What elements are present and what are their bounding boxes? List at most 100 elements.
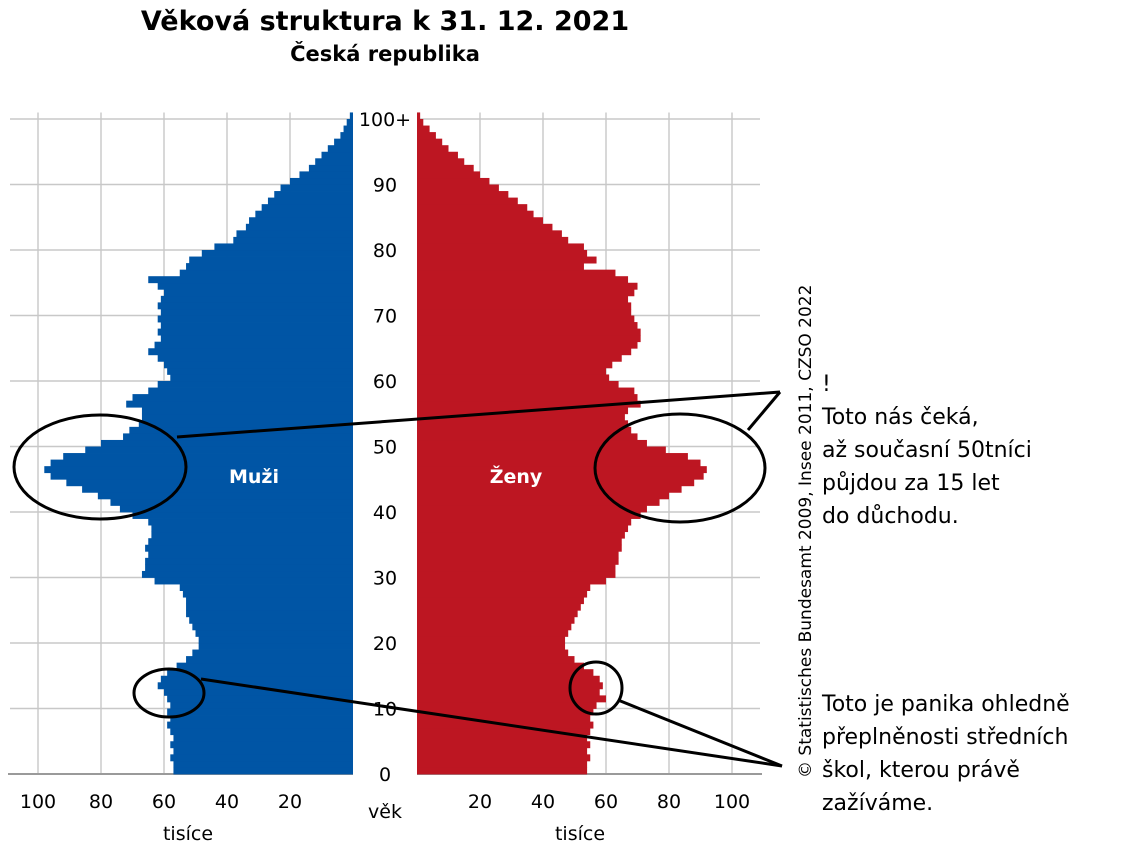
- bar-female-age: [417, 374, 610, 382]
- bar-male-age: [160, 675, 353, 683]
- bar-female-age: [417, 158, 465, 166]
- bar-female-age: [417, 433, 638, 441]
- bar-female-age: [417, 263, 584, 271]
- bar-male-age: [176, 662, 353, 670]
- y-tick-label: 80: [373, 240, 397, 262]
- bar-female-age: [417, 747, 588, 755]
- bar-male-age: [148, 276, 353, 284]
- bar-male-age: [186, 610, 353, 618]
- bar-male-age: [236, 230, 353, 238]
- bar-female-age: [417, 656, 575, 664]
- bar-female-age: [417, 551, 619, 559]
- bar-female-age: [417, 387, 635, 395]
- y-tick-label: 60: [373, 371, 397, 393]
- bar-female-age: [417, 315, 635, 323]
- bar-male-age: [138, 420, 353, 428]
- bar-female-age: [417, 381, 619, 388]
- bar-male-age: [97, 492, 353, 500]
- bar-female-age: [417, 695, 606, 703]
- note-line: Toto je panika ohledně: [822, 692, 1070, 717]
- bar-male-age: [129, 426, 353, 434]
- bar-female-age: [417, 236, 569, 244]
- bar-male-age: [154, 341, 353, 349]
- x-tick-label: 40: [531, 791, 555, 813]
- bar-female-age: [417, 623, 572, 631]
- bar-male-age: [198, 636, 353, 644]
- bar-male-age: [182, 590, 353, 598]
- bar-male-age: [280, 184, 353, 192]
- bar-male-age: [261, 204, 353, 212]
- bar-male-age: [160, 335, 353, 343]
- bar-female-age: [417, 610, 578, 618]
- annotation-note-schools: Toto je panika ohledně přeplněnosti stře…: [822, 688, 1070, 820]
- bar-female-age: [417, 675, 600, 683]
- y-tick-label: 10: [373, 699, 397, 721]
- bar-female-age: [417, 512, 641, 519]
- bar-female-age: [417, 322, 638, 329]
- bar-male-age: [154, 577, 353, 585]
- note-line: !: [822, 372, 831, 397]
- bar-female-age: [417, 669, 594, 677]
- series-label-female: Ženy: [490, 465, 543, 488]
- series-label-male: Muži: [229, 466, 279, 488]
- bar-male-age: [157, 381, 353, 388]
- bar-female-age: [417, 269, 616, 277]
- bar-female-age: [417, 171, 480, 179]
- bar-male-age: [148, 518, 353, 526]
- bar-female-age: [417, 590, 588, 598]
- bar-male-age: [173, 767, 353, 775]
- bar-female-age: [417, 557, 619, 565]
- bar-male-age: [173, 734, 353, 742]
- annotation-pointer-line: [176, 390, 781, 439]
- chart-subtitle: Česká republika: [290, 42, 480, 66]
- annotation-note-retirement: ! Toto nás čeká, až současní 50tníci půj…: [822, 368, 1032, 533]
- bar-female-age: [417, 394, 638, 402]
- bar-female-age: [417, 636, 566, 644]
- bar-female-age: [417, 715, 591, 722]
- bar-male-age: [167, 721, 353, 729]
- bar-male-age: [255, 210, 353, 218]
- y-axis-title: věk: [368, 801, 402, 823]
- bar-female-age: [417, 230, 562, 238]
- bar-female-age: [417, 151, 458, 159]
- bar-male-age: [126, 400, 353, 408]
- bar-female-age: [417, 256, 597, 264]
- bar-male-age: [164, 688, 353, 696]
- bar-female-age: [417, 439, 647, 447]
- bar-female-age: [417, 191, 509, 198]
- bar-male-age: [186, 597, 353, 605]
- bar-male-age: [290, 177, 353, 185]
- bar-male-age: [167, 367, 353, 375]
- bar-female-age: [417, 662, 584, 670]
- bar-female-age: [417, 361, 613, 369]
- bar-male-age: [145, 544, 353, 552]
- bar-male-age: [157, 302, 353, 310]
- bar-male-age: [299, 171, 353, 179]
- bar-male-age: [50, 472, 353, 480]
- bar-male-age: [186, 656, 353, 664]
- bar-male-age: [340, 132, 353, 140]
- bar-female-age: [417, 138, 443, 146]
- y-tick-label: 0: [379, 764, 391, 786]
- bar-female-age: [417, 760, 588, 768]
- bar-female-age: [417, 505, 647, 513]
- bar-male-age: [170, 754, 353, 762]
- bar-male-age: [179, 584, 353, 591]
- bar-female-age: [417, 132, 436, 140]
- note-line: škol, kterou právě: [822, 758, 1020, 783]
- bar-female-age: [417, 584, 591, 591]
- bar-male-age: [346, 119, 353, 126]
- bar-female-age: [417, 164, 474, 172]
- note-line: půjdou za 15 let: [822, 471, 1000, 496]
- bar-female-age: [417, 538, 622, 546]
- bar-female-age: [417, 485, 682, 493]
- bar-male-age: [148, 348, 353, 356]
- bar-female-age: [417, 649, 569, 657]
- bar-male-age: [66, 479, 353, 487]
- bar-male-age: [132, 394, 353, 402]
- annotation-ellipse-women-teens: [568, 660, 624, 716]
- bar-male-age: [50, 459, 353, 467]
- bar-male-age: [145, 557, 353, 565]
- bar-female-age: [417, 688, 600, 696]
